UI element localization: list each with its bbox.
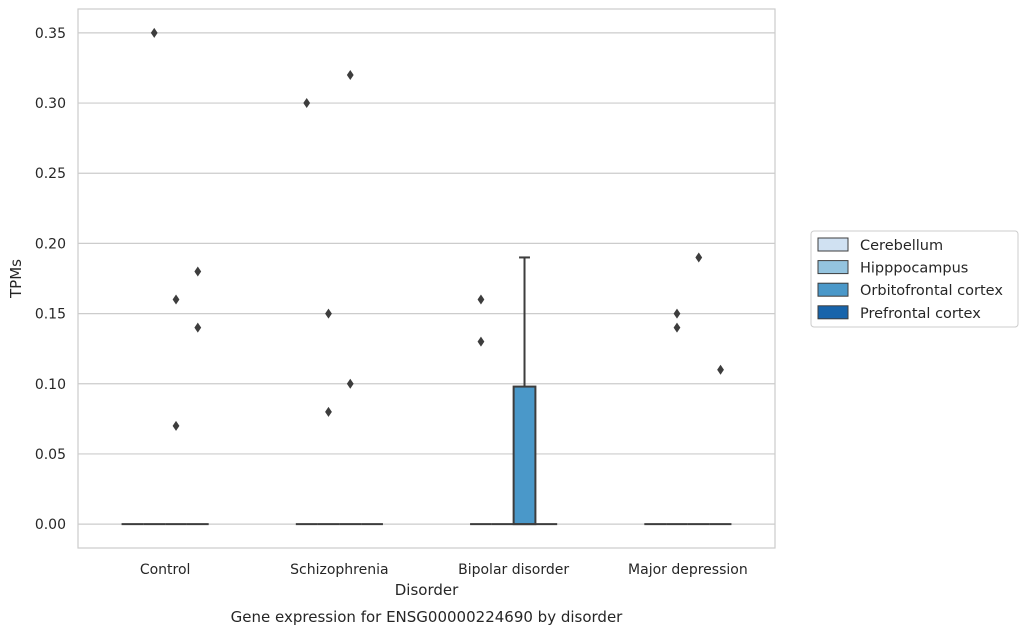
grid-lines (78, 32, 775, 525)
y-tick-label: 0.15 (35, 307, 66, 323)
box-2-0 (470, 294, 492, 526)
outlier-point (477, 336, 485, 347)
outlier-point (717, 364, 724, 375)
box-1-0 (295, 98, 318, 526)
y-tick-label: 0.05 (35, 447, 66, 463)
y-tick-label: 0.00 (35, 517, 66, 533)
box-2-2 (512, 256, 537, 526)
y-tick-label: 0.30 (35, 96, 66, 112)
outlier-point (150, 27, 158, 38)
outlier-point (477, 294, 485, 305)
legend-swatch (817, 305, 849, 320)
box-0-1 (143, 27, 166, 526)
legend-label: Orbitofrontal cortex (860, 283, 1003, 299)
outlier-point (172, 294, 180, 305)
y-axis-title: TPMs (7, 259, 25, 299)
box-1-1 (317, 308, 340, 526)
legend-swatch (817, 237, 849, 252)
y-tick-label: 0.20 (35, 236, 66, 252)
y-tick-label: 0.10 (35, 377, 66, 393)
legend-label: Hipppocampus (860, 261, 968, 277)
legend-swatch (817, 260, 849, 275)
outlier-point (325, 308, 332, 319)
outlier-point (194, 322, 202, 333)
box-0-2 (165, 294, 187, 526)
x-tick-label: Bipolar disorder (458, 562, 569, 578)
legend-label: Cerebellum (860, 238, 943, 254)
x-tick-label: Control (140, 562, 191, 578)
outlier-point (303, 98, 311, 109)
box-1-2 (339, 69, 362, 526)
outlier-point (346, 378, 354, 389)
outlier-point (673, 322, 681, 333)
plot-frame (77, 8, 776, 549)
legend-frame (810, 230, 1019, 328)
box-3-2 (687, 252, 710, 526)
x-tick-label: Major depression (628, 562, 748, 578)
chart-title: Gene expression for ENSG00000224690 by d… (231, 608, 624, 626)
outlier-point (325, 406, 332, 417)
legend-swatch (817, 282, 849, 297)
legend: Cerebellum Hipppocampus Orbitofrontal cort… (810, 230, 1019, 328)
outlier-point (346, 69, 354, 80)
y-tick-label: 0.35 (35, 26, 66, 42)
y-tick-labels: 0.00 0.05 0.10 0.15 0.20 0.25 0.30 0.35 (35, 26, 66, 533)
outlier-point (172, 420, 180, 431)
x-axis-title: Disorder (395, 581, 459, 599)
plot-background (78, 9, 775, 548)
box-3-1 (666, 308, 688, 526)
box-3-3 (709, 364, 732, 526)
box-layer (121, 27, 732, 526)
box-body (512, 385, 537, 526)
box-0-3 (186, 266, 209, 526)
outlier-point (695, 252, 703, 263)
outlier-point (673, 308, 681, 319)
outlier-point (194, 266, 202, 277)
legend-label: Prefrontal cortex (860, 306, 981, 322)
y-tick-label: 0.25 (35, 166, 66, 182)
x-tick-label: Schizophrenia (290, 562, 388, 578)
x-tick-labels: Control Schizophrenia Bipolar disorder Majo… (140, 562, 748, 578)
